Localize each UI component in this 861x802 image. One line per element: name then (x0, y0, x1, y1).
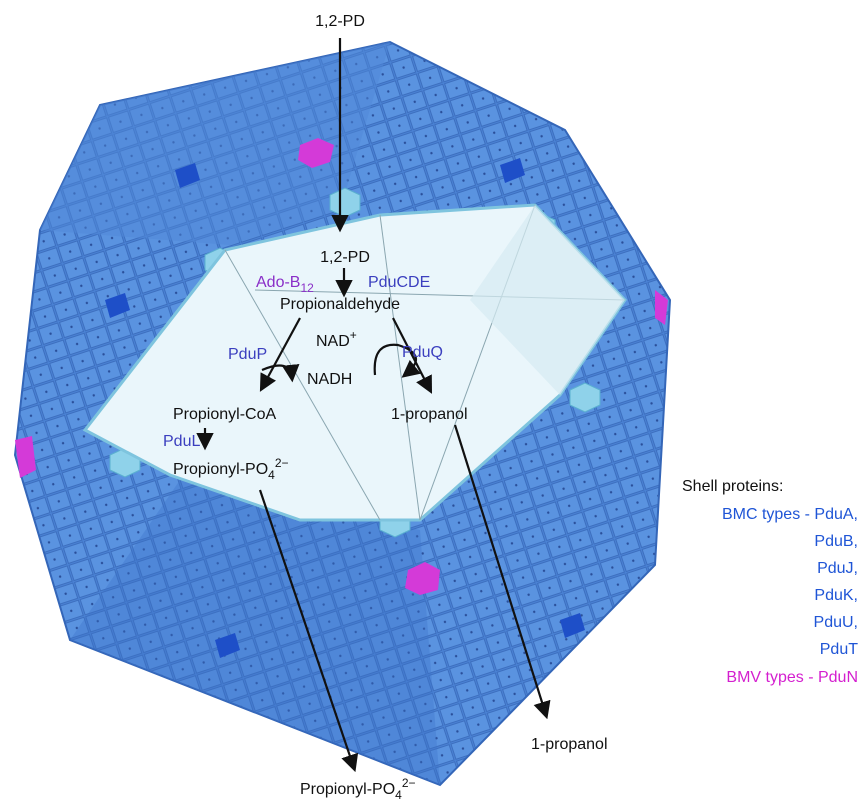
legend-entry: PduU, (814, 614, 858, 631)
intermediate: Propionaldehyde (280, 296, 400, 313)
legend-entry: BMV types - PduN (726, 669, 858, 686)
inside-input: 1,2-PD (320, 249, 370, 266)
metabolite: 1-propanol (391, 406, 468, 423)
legend-entry: PduJ, (817, 560, 858, 577)
legend-title: Shell proteins: (682, 478, 783, 495)
labels: 1,2-PD 1,2-PD Ado-B12 PduCDE Propionalde… (163, 13, 608, 802)
legend-entry: BMC types - PduA, (722, 506, 858, 523)
enzyme: PduQ (402, 344, 443, 361)
pathway-arrows (196, 38, 551, 773)
legend-entry: PduK, (814, 587, 858, 604)
cofactor: NADH (307, 371, 352, 388)
cofactor: NAD+ (316, 328, 357, 350)
legend-entry: PduB, (814, 533, 858, 550)
product: 1-propanol (531, 736, 608, 753)
legend: Shell proteins: BMV types - PduN BMC typ… (682, 478, 858, 686)
microcompartment-shell (13, 40, 672, 787)
enzyme: PduCDE (368, 274, 430, 291)
enzyme: PduP (228, 346, 267, 363)
metabolite: Propionyl-CoA (173, 406, 276, 423)
enzyme: PduL (163, 433, 200, 450)
outside-input: 1,2-PD (315, 13, 365, 30)
cofactor: Ado-B12 (256, 274, 314, 295)
product: Propionyl-PO42− (300, 776, 416, 802)
legend-entry: PduT (820, 641, 858, 658)
metabolite: Propionyl-PO42− (173, 456, 289, 482)
